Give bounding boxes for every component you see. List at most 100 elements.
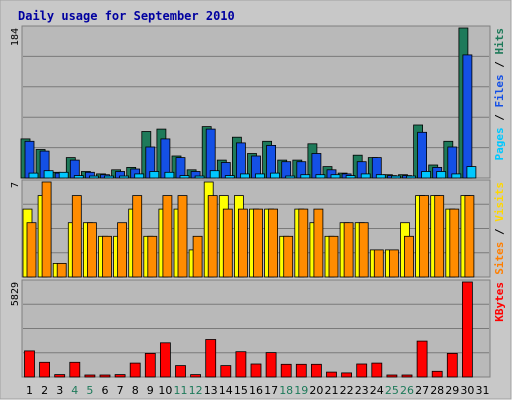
bar-sites-day-23 — [358, 222, 369, 278]
legend-entry: KBytes — [493, 282, 506, 322]
bar-kbytes-day-11 — [175, 365, 186, 378]
x-tick-label-day-11: 11 — [174, 384, 188, 397]
x-tick-label-day-3: 3 — [56, 384, 63, 397]
bar-sites-day-6 — [102, 235, 112, 278]
bar-kbytes-day-2 — [39, 361, 50, 378]
bar-pages-day-11 — [179, 175, 190, 179]
bar-kbytes-day-26 — [401, 374, 413, 378]
x-tick-label-day-30: 30 — [460, 384, 474, 397]
plot-area — [21, 25, 491, 179]
x-tick-label-day-1: 1 — [26, 384, 33, 397]
bar-sites-day-7 — [117, 222, 127, 278]
bar-pages-day-2 — [43, 170, 54, 179]
bar-sites-day-19 — [298, 208, 309, 278]
bar-kbytes-day-22 — [341, 372, 353, 378]
bar-kbytes-day-4 — [69, 361, 81, 378]
legend: KBytes — [493, 282, 506, 322]
bar-kbytes-day-20 — [310, 363, 322, 378]
bar-pages-day-5 — [89, 175, 99, 179]
bar-sites-day-28 — [434, 195, 445, 278]
bar-pages-day-21 — [330, 174, 341, 179]
bar-kbytes-day-21 — [326, 371, 337, 378]
bar-kbytes-day-24 — [371, 362, 383, 378]
bar-pages-day-3 — [58, 171, 69, 179]
bar-sites-day-16 — [253, 208, 263, 278]
legend-entry: Files — [493, 74, 506, 107]
bar-kbytes-day-9 — [144, 352, 156, 378]
bar-kbytes-day-14 — [220, 365, 232, 378]
y-axis-max-label: 184 — [10, 28, 21, 46]
bar-pages-day-16 — [255, 173, 265, 179]
x-tick-label-day-12: 12 — [189, 384, 203, 397]
bar-pages-day-12 — [194, 175, 205, 179]
bar-sites-day-15 — [237, 208, 248, 278]
legend-entry: Pages — [493, 127, 506, 160]
bar-pages-day-4 — [73, 175, 84, 179]
bar-pages-day-19 — [300, 174, 311, 179]
bar-pages-day-9 — [149, 171, 160, 179]
bar-sites-day-22 — [343, 222, 354, 278]
bar-sites-day-30 — [464, 195, 475, 278]
x-tick-label-day-8: 8 — [132, 384, 139, 397]
bar-kbytes-day-5 — [84, 374, 96, 378]
bar-pages-day-18 — [285, 175, 296, 179]
y-axis-max-label: 7 — [10, 182, 21, 188]
bar-kbytes-day-27 — [416, 340, 428, 378]
x-tick-label-day-2: 2 — [41, 384, 48, 397]
x-tick-label-day-24: 24 — [370, 384, 384, 397]
bar-pages-day-27 — [421, 171, 432, 179]
x-axis-day-labels: 1 2 3 4 5 6 7 8 9 10 11 12 13 14 15 16 17 18 19 20 21 22 23 24 2… — [26, 384, 490, 397]
bar-kbytes-day-17 — [265, 352, 277, 378]
x-tick-label-day-13: 13 — [204, 384, 218, 397]
bar-pages-day-17 — [270, 172, 281, 179]
x-tick-label-day-23: 23 — [355, 384, 369, 397]
bar-pages-day-1 — [28, 172, 39, 179]
x-tick-label-day-27: 27 — [415, 384, 429, 397]
bar-files-day-1 — [24, 140, 35, 179]
bar-pages-day-10 — [164, 171, 175, 179]
bar-files-day-30 — [462, 54, 473, 179]
bar-kbytes-day-30 — [461, 281, 473, 378]
x-tick-label-day-22: 22 — [340, 384, 354, 397]
x-tick-label-day-25: 25 — [385, 384, 399, 397]
bar-pages-day-15 — [239, 173, 250, 179]
chart-panels: 184 Pages / Files / Hits 7 Sites / Visits 58… — [10, 25, 506, 378]
bar-sites-day-13 — [207, 195, 218, 278]
bar-pages-day-26 — [406, 175, 416, 179]
bar-files-day-11 — [175, 157, 186, 179]
y-axis-max-label: 5829 — [10, 282, 21, 306]
legend-entry: Hits — [493, 28, 506, 55]
x-tick-label-day-28: 28 — [430, 384, 444, 397]
bar-files-day-15 — [235, 142, 246, 179]
x-tick-label-day-9: 9 — [147, 384, 154, 397]
x-tick-label-day-15: 15 — [234, 384, 248, 397]
bar-sites-day-8 — [132, 195, 143, 278]
x-tick-label-day-16: 16 — [249, 384, 263, 397]
bar-kbytes-day-1 — [24, 350, 35, 378]
bar-sites-day-10 — [162, 195, 173, 278]
bar-pages-day-8 — [134, 173, 145, 179]
panel-kbytes: 5829 KBytes — [10, 279, 506, 378]
bar-kbytes-day-25 — [386, 374, 398, 378]
bar-sites-day-14 — [222, 208, 233, 278]
chart-title: Daily usage for September 2010 — [18, 9, 235, 23]
legend: Sites / Visits — [493, 182, 506, 275]
bar-kbytes-day-12 — [190, 374, 202, 378]
bar-kbytes-day-29 — [446, 352, 458, 378]
x-tick-label-day-26: 26 — [400, 384, 414, 397]
x-tick-label-day-5: 5 — [86, 384, 93, 397]
bar-sites-day-24 — [373, 249, 384, 278]
bar-sites-day-20 — [313, 208, 324, 278]
bar-kbytes-day-18 — [280, 363, 292, 378]
x-tick-label-day-31: 31 — [476, 384, 490, 397]
bar-kbytes-day-7 — [114, 374, 126, 378]
bar-sites-day-27 — [419, 195, 430, 278]
bar-sites-day-21 — [328, 235, 339, 278]
panel-hits-files-pages: 184 Pages / Files / Hits — [10, 25, 506, 179]
x-tick-label-day-4: 4 — [71, 384, 78, 397]
bar-pages-day-23 — [360, 173, 371, 179]
bar-pages-day-6 — [104, 175, 114, 179]
bar-sites-day-25 — [388, 249, 399, 278]
x-tick-label-day-14: 14 — [219, 384, 233, 397]
